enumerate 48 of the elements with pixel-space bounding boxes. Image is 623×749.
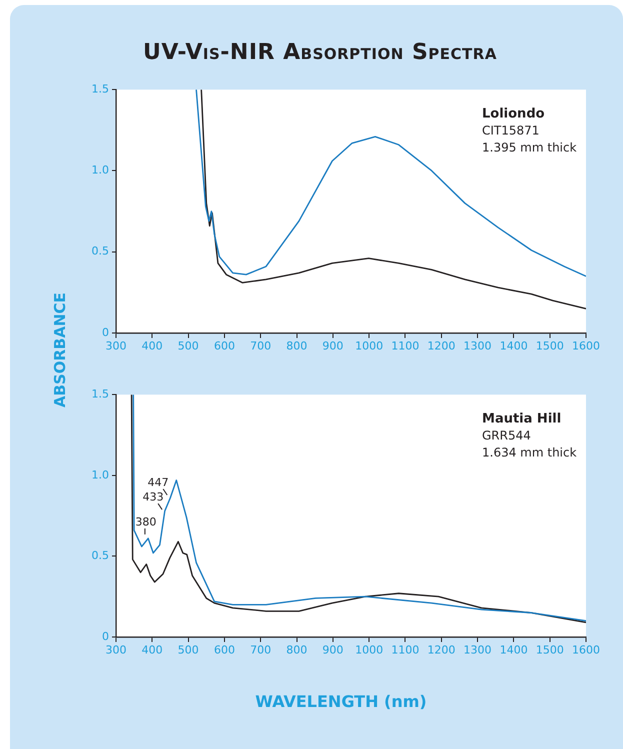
x-tick-label: 700: [250, 643, 272, 656]
annotation: 1.634 mm thick: [482, 446, 577, 460]
annotation: Mautia Hill: [482, 412, 562, 427]
x-tick-label: 1100: [391, 643, 420, 656]
x-tick-label: 400: [142, 339, 163, 352]
x-tick-label: 500: [178, 339, 199, 352]
x-tick-label: 1300: [464, 339, 492, 352]
x-tick-label: 1500: [536, 643, 564, 656]
x-tick-label: 400: [142, 643, 163, 656]
x-tick-label: 700: [250, 339, 272, 352]
x-axis-title: WAVELENGTH (nm): [254, 692, 428, 711]
x-tick-label: 800: [286, 643, 308, 656]
x-tick-label: 1100: [391, 339, 420, 352]
y-axis-title: ABSORBANCE: [51, 292, 69, 408]
y-tick-label: 1.0: [92, 164, 109, 177]
x-tick-label: 1500: [536, 339, 564, 352]
annotation: 447: [148, 476, 169, 490]
x-tick-label: 900: [322, 339, 344, 352]
y-tick-label: 0.5: [92, 244, 109, 258]
x-tick-label: 900: [322, 643, 344, 656]
annotation: 433: [142, 490, 164, 504]
y-tick-label: 1.0: [92, 468, 109, 482]
x-tick-label: 300: [106, 339, 126, 352]
x-tick-label: 1000: [355, 339, 384, 352]
x-tick-label: 300: [106, 643, 126, 656]
x-tick-label: 800: [286, 339, 308, 352]
y-tick-label: 1.5: [92, 82, 109, 96]
x-tick-label: 600: [214, 643, 235, 656]
x-tick-label: 1600: [572, 339, 600, 352]
x-tick-label: 500: [178, 643, 199, 656]
annotation: 1.395 mm thick: [482, 140, 577, 155]
annotation: CIT15871: [482, 124, 540, 138]
annotation: 380: [135, 515, 156, 528]
x-tick-label: 1400: [500, 643, 528, 656]
y-tick-label: 0.5: [92, 549, 109, 562]
x-tick-label: 1300: [464, 643, 492, 656]
x-tick-label: 1000: [355, 643, 384, 656]
y-tick-label: 0: [102, 630, 109, 643]
y-tick-label: 0: [102, 326, 109, 339]
x-tick-label: 1600: [572, 643, 600, 656]
x-tick-label: 1200: [427, 339, 456, 352]
chart-title: UV-Vis-NIR Absorption Spectra: [142, 40, 498, 65]
y-tick-label: 1.5: [92, 387, 109, 400]
x-tick-label: 600: [214, 339, 235, 352]
annotation: GRR544: [482, 428, 531, 443]
annotation: Loliondo: [482, 106, 545, 122]
x-tick-label: 1400: [500, 339, 528, 352]
x-tick-label: 1200: [427, 643, 456, 656]
